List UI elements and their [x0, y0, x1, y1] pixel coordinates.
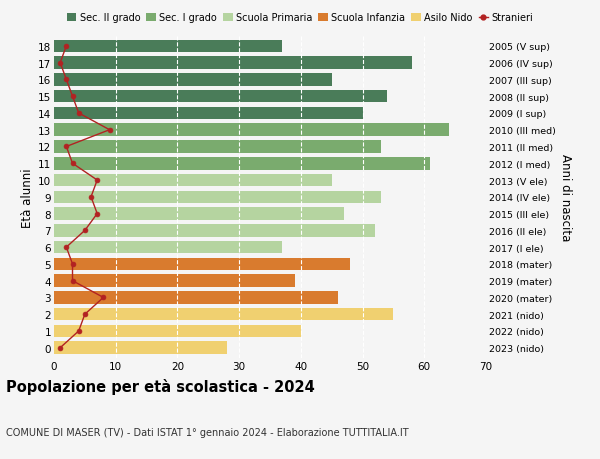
Bar	[54, 325, 301, 337]
Text: COMUNE DI MASER (TV) - Dati ISTAT 1° gennaio 2024 - Elaborazione TUTTITALIA.IT: COMUNE DI MASER (TV) - Dati ISTAT 1° gen…	[6, 427, 409, 437]
Bar	[54, 258, 350, 271]
Bar	[54, 40, 283, 53]
Bar	[54, 141, 381, 153]
Y-axis label: Età alunni: Età alunni	[21, 168, 34, 227]
Bar	[54, 208, 344, 220]
Bar	[54, 341, 227, 354]
Bar	[54, 57, 412, 70]
Bar	[54, 191, 381, 204]
Bar	[54, 124, 449, 137]
Bar	[54, 275, 295, 287]
Bar	[54, 291, 338, 304]
Bar	[54, 174, 332, 187]
Y-axis label: Anni di nascita: Anni di nascita	[559, 154, 572, 241]
Bar	[54, 91, 387, 103]
Bar	[54, 224, 375, 237]
Legend: Sec. II grado, Sec. I grado, Scuola Primaria, Scuola Infanzia, Asilo Nido, Stran: Sec. II grado, Sec. I grado, Scuola Prim…	[67, 13, 533, 23]
Bar	[54, 107, 362, 120]
Bar	[54, 74, 332, 86]
Bar	[54, 308, 394, 321]
Bar	[54, 157, 430, 170]
Text: Popolazione per età scolastica - 2024: Popolazione per età scolastica - 2024	[6, 379, 315, 395]
Bar	[54, 241, 283, 254]
